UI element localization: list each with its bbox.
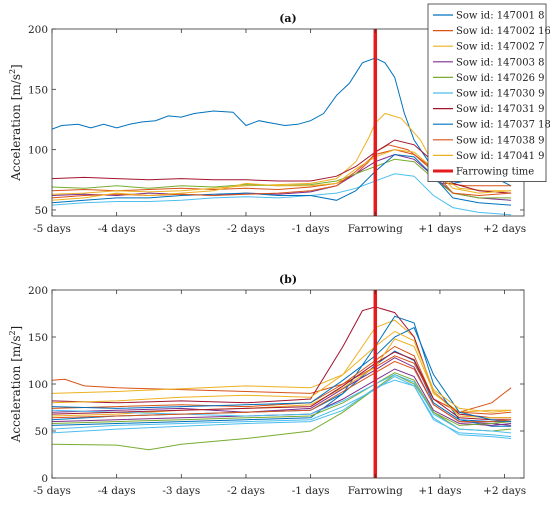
panel-title-b: (b) [279,273,297,286]
ytick-label-b-50: 50 [35,426,48,438]
legend-entry-4: Sow id: 147003 8 [456,57,544,68]
series-line-b-6 [52,379,512,439]
ytick-label-b-200: 200 [28,285,48,297]
legend-entry-8: Sow id: 147037 18 [456,120,550,131]
ytick-label-a-200: 200 [28,24,48,36]
y-axis-label-end-b: ] [9,326,23,331]
series-line-b-14 [52,351,512,421]
series-line-b-3 [52,319,512,413]
legend-entry-3: Sow id: 147002 7 [456,42,544,53]
xtick-label-b-3: -2 days [227,485,265,497]
xtick-label-b-5: Farrowing [348,485,403,497]
y-axis-label-base-b: Acceleration [m/s [9,336,23,444]
xtick-label-a-7: +2 days [483,223,526,235]
series-line-b-7 [52,306,512,419]
legend-entry-farrowing: Farrowing time [456,167,534,178]
panel-a: (a) 50 100 150 200 -5 days -4 days -3 days -2 da… [8,3,550,235]
legend-entry-10: Sow id: 147041 9 [456,151,544,162]
xtick-label-a-1: -4 days [98,223,136,235]
xtick-label-b-4: -1 days [292,485,330,497]
series-line-a-6 [52,173,512,216]
legend: Sow id: 147001 8 Sow id: 147002 16 Sow id:… [427,3,550,183]
xtick-label-a-2: -3 days [162,223,200,235]
legend-entry-9: Sow id: 147038 9 [456,135,544,146]
legend-entry-5: Sow id: 147026 9 [456,73,544,84]
xtick-label-b-1: -4 days [98,485,136,497]
legend-entry-2: Sow id: 147002 16 [456,26,550,37]
xtick-label-a-6: +1 days [418,223,461,235]
y-axis-label-end-a: ] [9,64,23,69]
series-group-b [52,306,512,451]
axes-frame-b [51,289,525,479]
panel-title-a: (a) [279,12,297,25]
legend-entry-1: Sow id: 147001 8 [456,11,544,22]
ytick-label-b-150: 150 [28,332,48,344]
y-axis-label-a: Acceleration [m/s2] [8,64,23,182]
xtick-label-b-2: -3 days [162,485,200,497]
ytick-label-b-100: 100 [28,379,48,391]
y-axis-label-b: Acceleration [m/s2] [8,326,23,444]
legend-entry-7: Sow id: 147031 9 [456,104,544,115]
y-axis-label-sup-b: 2 [8,330,17,335]
y-axis-label-sup-a: 2 [8,69,17,74]
ytick-label-b-0: 0 [41,473,48,485]
xtick-label-b-7: +2 days [483,485,526,497]
ytick-label-a-50: 50 [35,205,48,217]
ytick-label-a-150: 150 [28,84,48,96]
series-line-a-1 [52,57,512,187]
xtick-label-a-5: Farrowing [348,223,403,235]
xtick-label-b-6: +1 days [418,485,461,497]
ytick-label-a-100: 100 [28,145,48,157]
xtick-label-a-0: -5 days [33,223,71,235]
xtick-label-b-0: -5 days [33,485,71,497]
xtick-label-a-4: -1 days [292,223,330,235]
xtick-label-a-3: -2 days [227,223,265,235]
panel-b: (b) 0 50 100 150 200 -5 days -4 days -3 days -2 d… [8,273,526,497]
legend-entry-6: Sow id: 147030 9 [456,89,544,100]
y-axis-label-base-a: Acceleration [m/s [9,74,23,182]
